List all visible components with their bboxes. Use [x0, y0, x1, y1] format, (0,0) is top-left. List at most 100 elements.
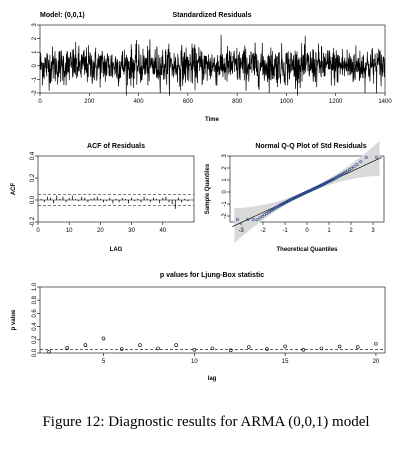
- x-tick-label: 600: [183, 99, 194, 105]
- qq-point: [255, 218, 259, 222]
- acf-plot-frame: [37, 155, 195, 223]
- y-tick-label: -1: [32, 76, 38, 82]
- qq-point: [258, 216, 262, 220]
- standardized-residuals-panel: Standardized Residuals -2 -1 0 1 2 3 0 200 400 6…: [32, 12, 392, 123]
- qq-y-axis-label: Sample Quantiles: [205, 163, 211, 214]
- ljung-box-point: [210, 346, 215, 351]
- ljung-box-point: [337, 344, 342, 349]
- ljung-box-point: [47, 349, 51, 354]
- y-tick-label: 0.0: [30, 195, 36, 204]
- x-tick-label: 30: [128, 228, 135, 234]
- y-tick-label: 2: [222, 166, 228, 170]
- ljung-box-plot-frame: [39, 286, 386, 354]
- qq-point: [359, 160, 363, 164]
- x-tick-label: 1000: [280, 99, 294, 105]
- qq-point: [364, 156, 368, 160]
- qq-panel: Normal Q-Q Plot of Std Residuals -2 -1 0 1 2…: [205, 140, 385, 253]
- qq-x-axis-label: Theoretical Quantiles: [276, 247, 338, 253]
- y-tick-label: 1.0: [32, 282, 38, 291]
- ljung-box-point: [192, 347, 197, 352]
- ljung-box-point: [174, 343, 178, 347]
- x-tick-label: 1400: [378, 99, 392, 105]
- qq-point: [375, 155, 379, 159]
- y-tick-label: -2: [32, 90, 38, 96]
- ljung-box-title: p values for Ljung-Box statistic: [160, 272, 264, 279]
- ljung-box-point: [83, 343, 88, 347]
- ljung-box-point: [65, 345, 70, 350]
- model-label: Model: (0,0,1): [40, 12, 85, 19]
- x-tick-label: 800: [232, 99, 243, 105]
- y-tick-label: 0.4: [32, 322, 38, 331]
- qq-point: [355, 163, 359, 167]
- x-tick-label: -1: [282, 228, 288, 234]
- y-tick-label: 1: [32, 50, 38, 54]
- x-tick-label: 15: [282, 359, 289, 365]
- qq-title: Normal Q-Q Plot of Std Residuals: [255, 143, 366, 150]
- ljung-box-point: [101, 336, 106, 341]
- qq-point: [347, 168, 351, 172]
- ljung-box-point: [228, 348, 233, 353]
- x-tick-label: 0: [36, 228, 40, 234]
- qq-point: [260, 214, 264, 218]
- ljung-box-x-axis-label: lag: [208, 376, 217, 382]
- x-tick-label: 40: [159, 228, 166, 234]
- y-tick-label: 3: [222, 154, 228, 158]
- ljung-box-y-axis-label: p value: [11, 309, 17, 330]
- x-tick-label: 20: [373, 359, 380, 365]
- qq-point: [352, 165, 356, 169]
- y-tick-label: 0.4: [30, 151, 36, 160]
- qq-point: [350, 166, 354, 170]
- ljung-box-point: [156, 346, 160, 351]
- qq-point: [235, 218, 239, 222]
- y-tick-label: 0.0: [32, 348, 38, 357]
- qq-point: [251, 218, 255, 222]
- y-tick-label: -2: [222, 213, 228, 219]
- ljung-box-panel: p values for Ljung-Box statistic 0.0 0.2 0…: [11, 272, 386, 382]
- x-tick-label: 400: [134, 99, 145, 105]
- x-tick-label: 20: [97, 228, 104, 234]
- figure-caption: Figure 12: Diagnostic results for ARMA (…: [42, 414, 370, 430]
- diagnostics-figure: Model: (0,0,1) Standardized Residuals -2…: [11, 12, 392, 382]
- y-tick-label: -1: [222, 201, 228, 207]
- y-tick-label: 1: [222, 178, 228, 182]
- x-tick-label: -3: [238, 228, 244, 234]
- residuals-title: Standardized Residuals: [173, 12, 252, 19]
- y-tick-label: -0.2: [30, 216, 36, 227]
- y-tick-label: 3: [32, 23, 38, 27]
- qq-reference-line: [232, 157, 382, 227]
- x-tick-label: 10: [191, 359, 198, 365]
- x-tick-label: 0: [305, 228, 309, 234]
- x-tick-label: 5: [102, 359, 106, 365]
- y-tick-label: 0.2: [30, 173, 36, 182]
- x-tick-label: 10: [66, 228, 73, 234]
- ljung-box-point: [247, 345, 251, 349]
- y-tick-label: 0.6: [32, 309, 38, 318]
- residuals-x-axis-label: Time: [205, 117, 220, 123]
- acf-panel: ACF of Residuals -0.2 0.0 0.2 0.4 0 10 20 30 40…: [11, 143, 195, 253]
- y-tick-label: 2: [32, 36, 38, 40]
- x-tick-label: 2: [349, 228, 353, 234]
- acf-x-axis-label: LAG: [110, 247, 123, 253]
- x-tick-label: -2: [260, 228, 266, 234]
- y-tick-label: 0: [222, 190, 228, 194]
- x-tick-label: 1: [327, 228, 331, 234]
- ljung-box-point: [119, 347, 124, 351]
- x-tick-label: 200: [84, 99, 95, 105]
- ljung-box-point: [283, 344, 287, 349]
- y-tick-label: 0.8: [32, 295, 38, 304]
- qq-point: [246, 218, 250, 222]
- x-tick-label: 1200: [329, 99, 343, 105]
- ljung-box-point: [319, 346, 324, 351]
- x-tick-label: 3: [371, 228, 375, 234]
- y-tick-label: 0: [32, 63, 38, 67]
- ljung-box-point: [301, 347, 306, 352]
- ljung-box-point: [138, 343, 142, 347]
- x-tick-label: 0: [38, 99, 42, 105]
- ljung-box-point: [374, 341, 378, 346]
- y-tick-label: 0.2: [32, 335, 38, 344]
- ljung-box-point: [265, 347, 269, 351]
- ljung-box-point: [355, 345, 360, 349]
- acf-title: ACF of Residuals: [87, 143, 145, 150]
- residuals-series-line: [39, 34, 386, 96]
- acf-y-axis-label: ACF: [11, 183, 17, 196]
